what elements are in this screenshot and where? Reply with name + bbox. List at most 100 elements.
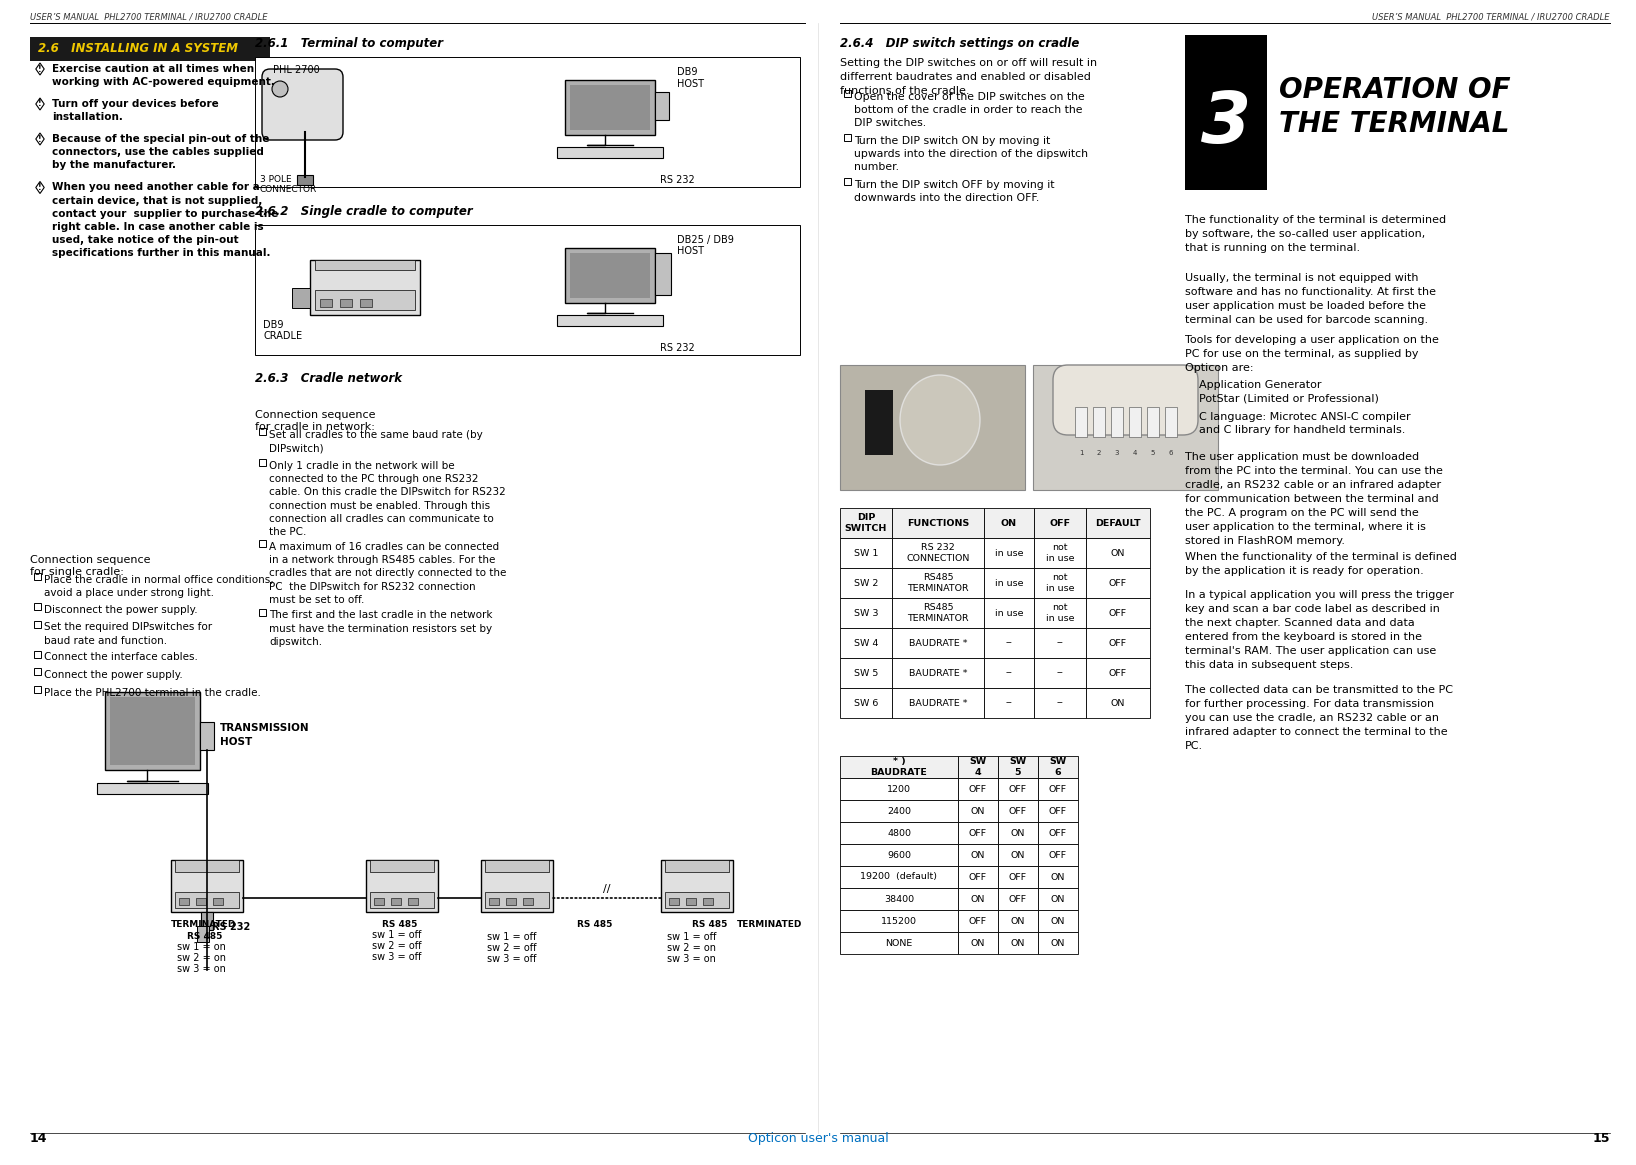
Text: OFF: OFF xyxy=(1009,895,1027,904)
Text: RS 232: RS 232 xyxy=(661,343,695,353)
Text: ON: ON xyxy=(970,939,985,947)
Text: !: ! xyxy=(38,134,43,143)
Bar xyxy=(569,253,649,298)
Bar xyxy=(213,898,222,905)
Text: OFF: OFF xyxy=(1009,806,1027,816)
Bar xyxy=(524,898,533,905)
Text: 115200: 115200 xyxy=(882,917,918,925)
Bar xyxy=(1129,407,1140,437)
Text: The functionality of the terminal is determined
by software, the so-called user : The functionality of the terminal is det… xyxy=(1184,216,1446,253)
Text: OFF: OFF xyxy=(1009,784,1027,793)
Bar xyxy=(892,628,983,658)
Text: OFF: OFF xyxy=(1049,784,1067,793)
Bar xyxy=(839,932,959,954)
Bar xyxy=(34,573,41,580)
Bar xyxy=(316,290,416,310)
Ellipse shape xyxy=(900,375,980,465)
Text: ON: ON xyxy=(1111,549,1126,558)
Text: 19200  (default): 19200 (default) xyxy=(861,873,937,882)
Bar xyxy=(1189,410,1196,417)
Text: BAUDRATE *: BAUDRATE * xyxy=(908,638,967,648)
Text: Place the PHL2700 terminal in the cradle.: Place the PHL2700 terminal in the cradle… xyxy=(44,687,260,698)
Text: Exercise caution at all times when
working with AC-powered equipment.: Exercise caution at all times when worki… xyxy=(52,64,275,87)
Text: ON: ON xyxy=(970,806,985,816)
Bar xyxy=(316,260,416,270)
Bar xyxy=(1165,407,1176,437)
Bar xyxy=(175,860,239,871)
Bar xyxy=(844,90,851,97)
Text: TRANSMISSION
HOST: TRANSMISSION HOST xyxy=(219,723,309,747)
Text: Setting the DIP switches on or off will result in
differrent baudrates and enabl: Setting the DIP switches on or off will … xyxy=(839,58,1098,96)
Bar xyxy=(983,658,1034,689)
Text: 9600: 9600 xyxy=(887,850,911,860)
Bar xyxy=(309,260,420,315)
Polygon shape xyxy=(36,98,44,110)
Bar xyxy=(1037,932,1078,954)
Bar xyxy=(839,822,959,843)
Text: Connection sequence
for cradle in network:: Connection sequence for cradle in networ… xyxy=(255,410,376,431)
Text: Tools for developing a user application on the
PC for use on the terminal, as su: Tools for developing a user application … xyxy=(1184,336,1440,373)
Text: SW 1: SW 1 xyxy=(854,549,879,558)
Bar xyxy=(1037,866,1078,888)
Bar xyxy=(983,538,1034,569)
Text: sw 1 = off: sw 1 = off xyxy=(488,932,537,942)
Bar xyxy=(892,658,983,689)
Bar xyxy=(258,459,267,466)
Text: Connect the interface cables.: Connect the interface cables. xyxy=(44,652,198,663)
Bar xyxy=(1086,689,1150,718)
Bar xyxy=(564,248,654,303)
Bar xyxy=(839,365,1026,490)
Text: RS 485: RS 485 xyxy=(578,920,612,929)
Text: Open the cover of the DIP switches on the
bottom of the cradle in order to reach: Open the cover of the DIP switches on th… xyxy=(854,92,1085,128)
Bar xyxy=(105,692,200,770)
Bar xyxy=(298,175,312,185)
Bar xyxy=(489,898,499,905)
Text: SW 6: SW 6 xyxy=(854,699,879,707)
Bar xyxy=(255,57,800,188)
Bar xyxy=(959,778,998,800)
Bar xyxy=(34,650,41,657)
Bar xyxy=(321,299,332,308)
Bar xyxy=(839,508,892,538)
Bar xyxy=(865,390,893,456)
Bar xyxy=(1037,756,1078,778)
Text: sw 2 = off: sw 2 = off xyxy=(371,941,422,951)
Text: 1: 1 xyxy=(1078,450,1083,456)
Text: Only 1 cradle in the network will be
connected to the PC through one RS232
cable: Only 1 cradle in the network will be con… xyxy=(268,461,506,537)
Bar xyxy=(1037,778,1078,800)
Text: ON: ON xyxy=(1011,850,1026,860)
Text: OFF: OFF xyxy=(969,917,987,925)
Bar xyxy=(484,860,550,871)
Bar xyxy=(564,80,654,135)
Bar xyxy=(839,866,959,888)
Text: SW
5: SW 5 xyxy=(1009,757,1027,777)
Text: USER’S MANUAL  PHL2700 TERMINAL / IRU2700 CRADLE: USER’S MANUAL PHL2700 TERMINAL / IRU2700… xyxy=(1373,13,1610,22)
Bar xyxy=(556,147,663,158)
Bar xyxy=(959,756,998,778)
Bar xyxy=(366,860,438,912)
Text: --: -- xyxy=(1006,699,1013,707)
Bar xyxy=(839,628,892,658)
Bar xyxy=(1189,377,1196,384)
Text: BAUDRATE *: BAUDRATE * xyxy=(908,699,967,707)
Text: HOST: HOST xyxy=(677,246,703,256)
Bar xyxy=(1086,658,1150,689)
Bar xyxy=(998,822,1037,843)
Text: OFF: OFF xyxy=(1109,579,1127,587)
Bar xyxy=(258,608,267,615)
Bar xyxy=(1184,35,1266,190)
Text: sw 3 = off: sw 3 = off xyxy=(488,954,537,963)
Text: ON: ON xyxy=(970,895,985,904)
Text: ON: ON xyxy=(1050,873,1065,882)
Bar xyxy=(654,92,669,120)
Text: ON: ON xyxy=(1050,939,1065,947)
Text: sw 1 = off: sw 1 = off xyxy=(667,932,717,942)
Text: DIP
SWITCH: DIP SWITCH xyxy=(844,514,887,532)
Bar xyxy=(1037,822,1078,843)
Bar xyxy=(29,37,270,61)
Bar xyxy=(998,756,1037,778)
Text: 2.6.4   DIP switch settings on cradle: 2.6.4 DIP switch settings on cradle xyxy=(839,37,1080,50)
Text: sw 2 = on: sw 2 = on xyxy=(667,942,717,953)
Bar xyxy=(291,288,309,308)
Bar xyxy=(172,860,244,912)
